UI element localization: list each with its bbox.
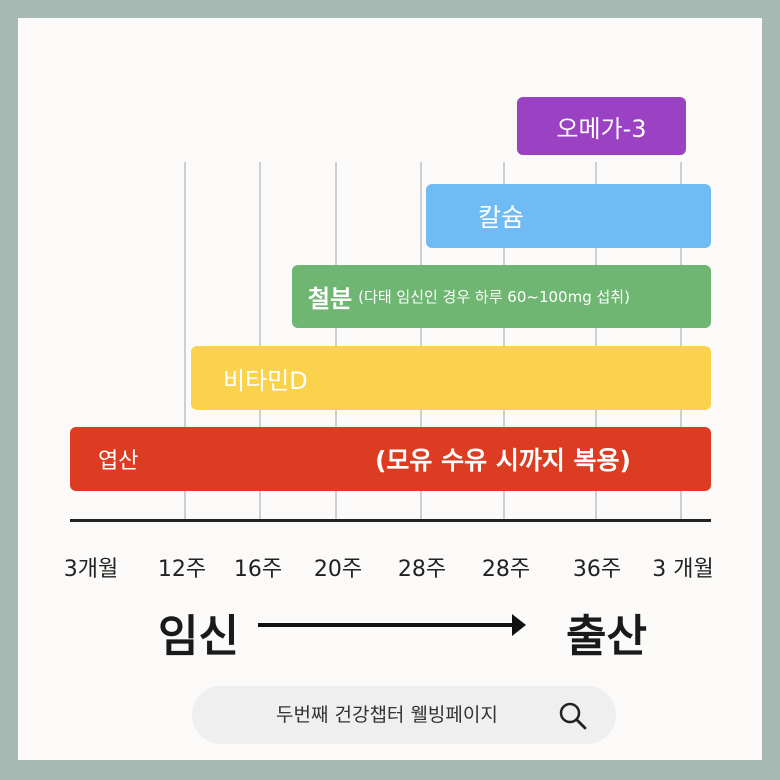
search-bar[interactable]: 두번째 건강챕터 웰빙페이지 xyxy=(192,686,616,744)
search-text: 두번째 건강챕터 웰빙페이지 xyxy=(276,704,498,726)
gridline xyxy=(680,162,682,520)
gridline xyxy=(259,162,261,520)
bar-omega3-label: 오메가-3 xyxy=(556,114,647,143)
bar-omega3: 오메가-3 xyxy=(517,97,686,155)
bar-iron: 철분 (다태 임신인 경우 하루 60~100mg 섭취) xyxy=(292,265,711,328)
x-tick-label: 16주 xyxy=(233,557,283,582)
x-tick-label: 28주 xyxy=(481,557,531,582)
gridline xyxy=(184,162,186,520)
x-axis-line xyxy=(70,519,711,522)
x-tick-label: 3개월 xyxy=(63,557,119,582)
x-tick-label: 28주 xyxy=(397,557,447,582)
gridline xyxy=(420,162,422,520)
bar-folic-acid-note: (모유 수유 시까지 복용) xyxy=(375,446,631,475)
bar-calcium: 칼슘 xyxy=(426,184,711,248)
bar-folic-acid: 엽산 (모유 수유 시까지 복용) xyxy=(70,427,711,491)
bar-iron-note: (다태 임신인 경우 하루 60~100mg 섭취) xyxy=(358,288,630,306)
x-tick-label: 20주 xyxy=(313,557,363,582)
arrow-head-icon xyxy=(512,614,526,636)
bar-vitamin-d-label: 비타민D xyxy=(223,366,308,395)
gridline xyxy=(335,162,337,520)
x-tick-label: 12주 xyxy=(157,557,207,582)
gridline xyxy=(503,162,505,520)
gridline xyxy=(595,162,597,520)
search-icon[interactable] xyxy=(558,701,588,731)
timeline-arrow xyxy=(258,623,520,627)
timeline-end-label: 출산 xyxy=(566,611,647,662)
x-tick-label: 36주 xyxy=(572,557,622,582)
bar-calcium-label: 칼슘 xyxy=(478,203,525,232)
bar-vitamin-d: 비타민D xyxy=(191,346,711,410)
bar-folic-acid-label: 엽산 xyxy=(98,449,139,474)
bar-iron-label: 철분 xyxy=(308,285,353,313)
x-tick-label: 3 개월 xyxy=(652,557,714,582)
timeline-start-label: 임신 xyxy=(158,611,239,662)
